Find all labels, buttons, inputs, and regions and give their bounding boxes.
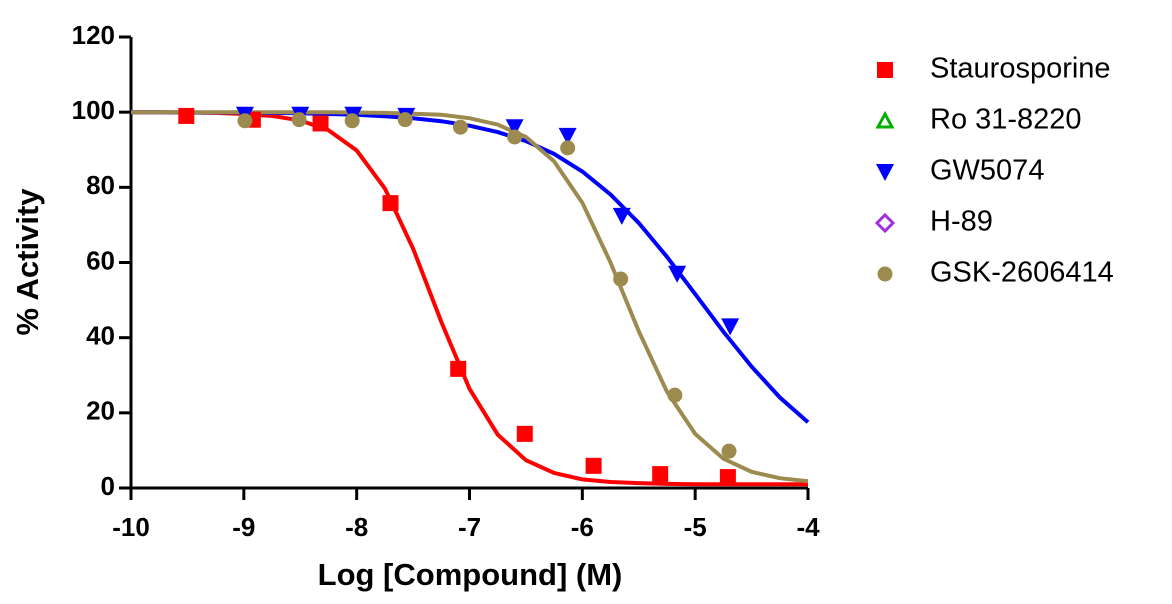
data-point [667, 387, 683, 403]
data-point [344, 113, 360, 129]
x-axis-title: Log [Compound] (M) [318, 557, 623, 592]
x-tick-label: -5 [684, 512, 707, 542]
x-tick-label: -4 [796, 512, 820, 542]
legend-marker [874, 212, 896, 234]
legend-marker [877, 266, 893, 282]
legend-label: Ro 31-8220 [930, 104, 1082, 136]
fit-curve [131, 110, 809, 484]
y-tick-label: 0 [101, 471, 115, 501]
legend-label: GSK-2606414 [930, 257, 1114, 289]
data-point [505, 119, 524, 137]
x-tick-label: -10 [112, 512, 150, 542]
y-tick-label: 120 [72, 20, 115, 50]
data-point [450, 360, 467, 377]
y-axis-title: % Activity [10, 188, 45, 336]
data-point [560, 140, 576, 156]
data-point [612, 207, 631, 225]
data-point [668, 265, 687, 283]
y-tick-label: 60 [86, 245, 115, 275]
data-point [178, 107, 195, 124]
x-tick-label: -7 [458, 512, 481, 542]
data-point [397, 112, 413, 128]
data-point [291, 112, 307, 128]
x-tick-label: -6 [571, 512, 594, 542]
data-point [507, 129, 523, 145]
x-tick-label: -8 [345, 512, 368, 542]
data-point [237, 113, 253, 129]
y-tick-label: 100 [72, 95, 115, 125]
data-point [652, 466, 669, 483]
data-point [382, 195, 399, 212]
data-point [721, 443, 737, 459]
y-tick-label: 20 [86, 396, 115, 426]
data-point [613, 271, 629, 287]
y-tick-label: 80 [86, 170, 115, 200]
data-point [721, 318, 740, 336]
data-point [452, 119, 468, 135]
data-point [719, 469, 736, 486]
legend-label: H-89 [930, 206, 993, 238]
legend-marker [875, 110, 895, 129]
fit-curve [131, 110, 808, 487]
legend-marker [876, 164, 894, 181]
data-point [312, 115, 329, 132]
x-tick-label: -9 [232, 512, 255, 542]
legend-marker [877, 62, 893, 78]
fit-curve [131, 110, 810, 424]
data-point [585, 457, 602, 474]
legend-label: GW5074 [930, 155, 1044, 187]
data-point [558, 127, 577, 145]
data-point [516, 425, 533, 442]
y-tick-label: 40 [86, 321, 115, 351]
legend-label: Staurosporine [930, 53, 1111, 85]
